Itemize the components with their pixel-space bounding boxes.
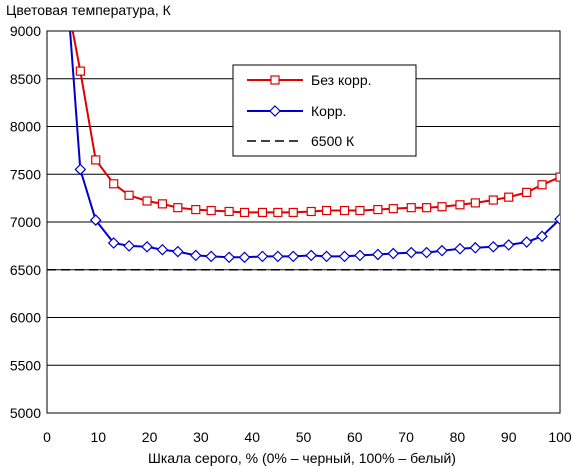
x-axis-title: Шкала серого, % (0% – черный, 100% – бел… — [148, 450, 456, 466]
data-point — [141, 240, 153, 253]
x-tick-label: 80 — [450, 429, 466, 445]
x-tick-label: 50 — [296, 429, 312, 445]
data-point — [522, 187, 532, 197]
data-point — [355, 205, 365, 216]
y-axis-title: Цветовая температура, К — [6, 2, 172, 18]
legend: Без корр. Корр. 6500 К — [232, 64, 417, 157]
data-point — [437, 202, 447, 212]
data-point — [272, 250, 284, 263]
data-point — [420, 246, 433, 259]
data-point — [287, 250, 300, 263]
series-0 — [71, 31, 560, 218]
data-point — [305, 249, 318, 262]
data-point — [387, 247, 400, 260]
data-point — [306, 206, 316, 217]
data-point — [338, 250, 351, 263]
data-point — [123, 240, 135, 252]
y-tick-label: 6500 — [10, 262, 41, 278]
data-point — [75, 66, 85, 76]
data-point — [205, 250, 218, 263]
data-point — [354, 249, 366, 262]
x-tick-label: 20 — [142, 429, 158, 445]
data-point — [373, 204, 383, 215]
data-point — [171, 245, 184, 258]
data-point — [436, 244, 448, 257]
legend-label: Корр. — [311, 103, 346, 119]
data-point — [372, 248, 384, 261]
data-point — [156, 243, 169, 256]
data-point — [455, 200, 465, 210]
x-tick-label: 100 — [548, 429, 572, 445]
y-tick-label: 8500 — [10, 71, 41, 87]
data-point — [469, 241, 482, 254]
data-point — [320, 250, 333, 263]
legend-marker — [270, 75, 280, 85]
data-point — [89, 214, 102, 226]
data-point — [223, 251, 235, 264]
legend-label: Без корр. — [311, 72, 372, 88]
data-point — [189, 249, 202, 262]
legend-label: 6500 К — [311, 133, 355, 149]
x-tick-label: 70 — [398, 429, 414, 445]
y-tick-label: 5500 — [10, 357, 41, 373]
data-point — [454, 242, 466, 255]
x-tick-label: 60 — [347, 429, 363, 445]
data-point — [173, 203, 183, 213]
y-tick-label: 7500 — [10, 166, 41, 182]
data-point — [288, 207, 298, 218]
data-point — [388, 204, 398, 214]
data-point — [502, 239, 515, 251]
data-point — [124, 190, 134, 200]
data-point — [257, 207, 268, 218]
data-point — [555, 172, 560, 182]
data-point — [488, 195, 498, 205]
x-tick-label: 10 — [91, 429, 107, 445]
data-point — [504, 192, 514, 202]
y-tick-labels: 5000 5500 6000 6500 7000 7500 8000 8500 9000 — [10, 23, 41, 421]
data-point — [238, 251, 251, 264]
legend-marker — [269, 105, 281, 117]
x-tick-label: 0 — [43, 429, 51, 445]
data-point — [109, 179, 119, 189]
data-point — [142, 196, 152, 206]
x-tick-label: 40 — [244, 429, 260, 445]
data-point — [405, 246, 418, 259]
data-point — [321, 205, 332, 216]
data-point — [487, 240, 500, 253]
data-point — [536, 230, 548, 243]
data-point — [239, 207, 250, 218]
data-point — [273, 207, 283, 218]
data-point — [470, 198, 480, 208]
series-layer — [47, 31, 560, 271]
data-point — [107, 237, 120, 249]
y-tick-label: 5000 — [10, 405, 41, 421]
data-point — [520, 236, 533, 248]
x-tick-labels: 0 10 20 30 40 50 60 70 80 90 100 — [43, 429, 572, 445]
y-tick-label: 9000 — [10, 23, 41, 39]
x-tick-label: 30 — [193, 429, 209, 445]
y-tick-label: 6000 — [10, 310, 41, 326]
y-tick-label: 8000 — [10, 119, 41, 135]
data-point — [422, 203, 432, 213]
data-point — [206, 205, 216, 216]
data-point — [537, 180, 547, 190]
data-point — [91, 155, 101, 165]
data-point — [224, 206, 234, 217]
y-tick-label: 7000 — [10, 214, 41, 230]
series-1 — [69, 31, 560, 264]
x-tick-label: 90 — [501, 429, 517, 445]
data-point — [74, 163, 87, 176]
data-point — [406, 203, 416, 213]
data-point — [191, 204, 201, 215]
data-point — [554, 213, 560, 225]
data-point — [256, 250, 269, 263]
data-point — [339, 205, 350, 216]
data-point — [157, 199, 168, 209]
